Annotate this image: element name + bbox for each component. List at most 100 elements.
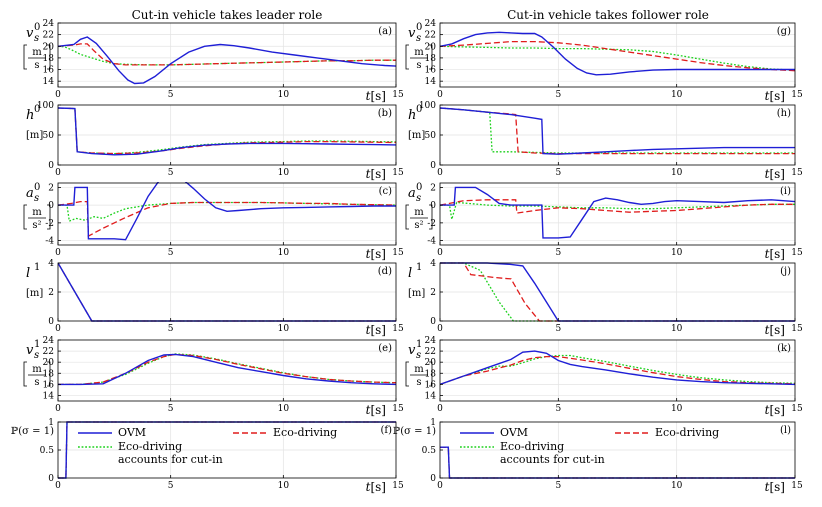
y-tick-label: 1	[48, 418, 54, 428]
y-tick-label: 4	[430, 259, 436, 269]
panel-d: 0 2 4 0 5 10 15 t[s] (d) l 1 [m]	[26, 259, 404, 337]
series-line-ovm	[440, 31, 795, 76]
y-tick-label: 2	[48, 183, 54, 193]
y-axis-subscript: s	[34, 193, 39, 204]
y-tick-label: 24	[43, 19, 55, 29]
x-axis-label: t[s]	[366, 480, 386, 494]
y-axis-superscript: 1	[416, 339, 422, 350]
y-axis-unit: [m]	[26, 130, 43, 141]
y-axis-label: ℙ(σ = 1)	[393, 426, 436, 437]
y-tick-label: 24	[425, 19, 437, 29]
x-axis-label: t[s]	[765, 247, 785, 261]
series-group	[440, 350, 795, 386]
axes-box	[439, 339, 796, 402]
y-axis-superscript: 0	[34, 22, 40, 33]
panel-tag: (l)	[780, 425, 791, 436]
series-line-eco-driving	[58, 353, 396, 386]
x-tick-label: 10	[278, 168, 290, 178]
y-tick-label: 14	[425, 391, 437, 401]
x-tick-label: 5	[555, 248, 561, 258]
y-axis-subscript: s	[416, 193, 421, 204]
unit-denominator: s	[416, 60, 421, 71]
y-tick-label: 0	[430, 161, 436, 171]
y-tick-label: 24	[425, 336, 437, 346]
y-tick-label: 20	[43, 42, 55, 52]
unit-numerator: m	[414, 47, 424, 58]
x-tick-label: 10	[671, 481, 683, 491]
y-axis-superscript: 0	[34, 182, 40, 193]
series-line-ovm	[440, 350, 795, 386]
unit-bracket-left	[23, 44, 27, 70]
unit-bracket-right	[47, 204, 51, 230]
series-line-eco-driving-cut-in	[440, 45, 795, 71]
y-axis-subscript: s	[416, 33, 421, 44]
unit-numerator: m	[414, 364, 424, 375]
series-line-eco-driving-cut-in	[440, 201, 795, 220]
x-axis-label: t[s]	[765, 167, 785, 181]
x-axis-label: t[s]	[366, 403, 386, 417]
axes-box	[439, 182, 796, 246]
y-axis-superscript: 0	[34, 104, 40, 115]
y-tick-label: 0	[48, 161, 54, 171]
legend-label: OVM	[500, 426, 528, 439]
x-tick-label: 0	[437, 90, 443, 100]
x-tick-label: 10	[278, 248, 290, 258]
y-tick-label: -4	[427, 237, 436, 247]
series-line-ovm	[440, 107, 795, 155]
x-tick-label: 5	[168, 168, 174, 178]
unit-denominator: s²	[414, 220, 423, 231]
series-line-eco-driving	[440, 40, 795, 72]
y-axis-unit: [m]	[408, 130, 425, 141]
y-axis-symbol: v	[408, 26, 416, 41]
y-axis-subscript: s	[34, 350, 39, 361]
y-axis-superscript: 1	[34, 262, 40, 273]
x-tick-label: 5	[555, 90, 561, 100]
series-line-ovm	[58, 182, 396, 241]
series-line-eco-driving-cut-in	[440, 446, 795, 479]
y-tick-label: 0	[430, 201, 436, 211]
series-line-eco-driving	[440, 199, 795, 214]
x-tick-label: 0	[55, 324, 61, 334]
x-tick-label: 5	[555, 168, 561, 178]
x-tick-label: 0	[55, 248, 61, 258]
x-tick-label: 15	[791, 404, 803, 414]
y-axis-unit: [m]	[26, 288, 43, 299]
series-group	[58, 353, 396, 386]
x-tick-label: 15	[392, 404, 404, 414]
axes-box	[57, 22, 397, 88]
x-axis-label: t[s]	[765, 480, 785, 494]
x-tick-label: 15	[392, 90, 404, 100]
panel-tag: (d)	[378, 266, 392, 277]
axes-box	[57, 339, 397, 402]
y-tick-label: 22	[43, 31, 54, 41]
unit-bracket-left	[405, 361, 409, 387]
y-axis-superscript: 1	[416, 262, 422, 273]
y-tick-label: 22	[425, 31, 436, 41]
unit-denominator: s	[34, 60, 39, 71]
series-line-ovm	[440, 446, 795, 479]
series-group	[440, 107, 795, 155]
x-tick-label: 15	[791, 248, 803, 258]
y-tick-label: 50	[425, 131, 437, 141]
unit-bracket-left	[405, 44, 409, 70]
y-tick-label: 0	[430, 474, 436, 484]
y-axis-subscript: s	[34, 33, 39, 44]
panel-tag: (a)	[378, 26, 392, 37]
x-tick-label: 10	[671, 404, 683, 414]
x-tick-label: 15	[392, 248, 404, 258]
series-line-eco-driving	[440, 107, 795, 155]
legend-label: Eco-driving	[500, 440, 564, 453]
x-tick-label: 5	[168, 481, 174, 491]
series-line-ovm	[58, 36, 396, 85]
y-tick-label: 16	[43, 380, 55, 390]
x-tick-label: 5	[555, 481, 561, 491]
x-tick-label: 5	[168, 90, 174, 100]
x-axis-label: t[s]	[366, 89, 386, 103]
x-tick-label: 10	[671, 248, 683, 258]
